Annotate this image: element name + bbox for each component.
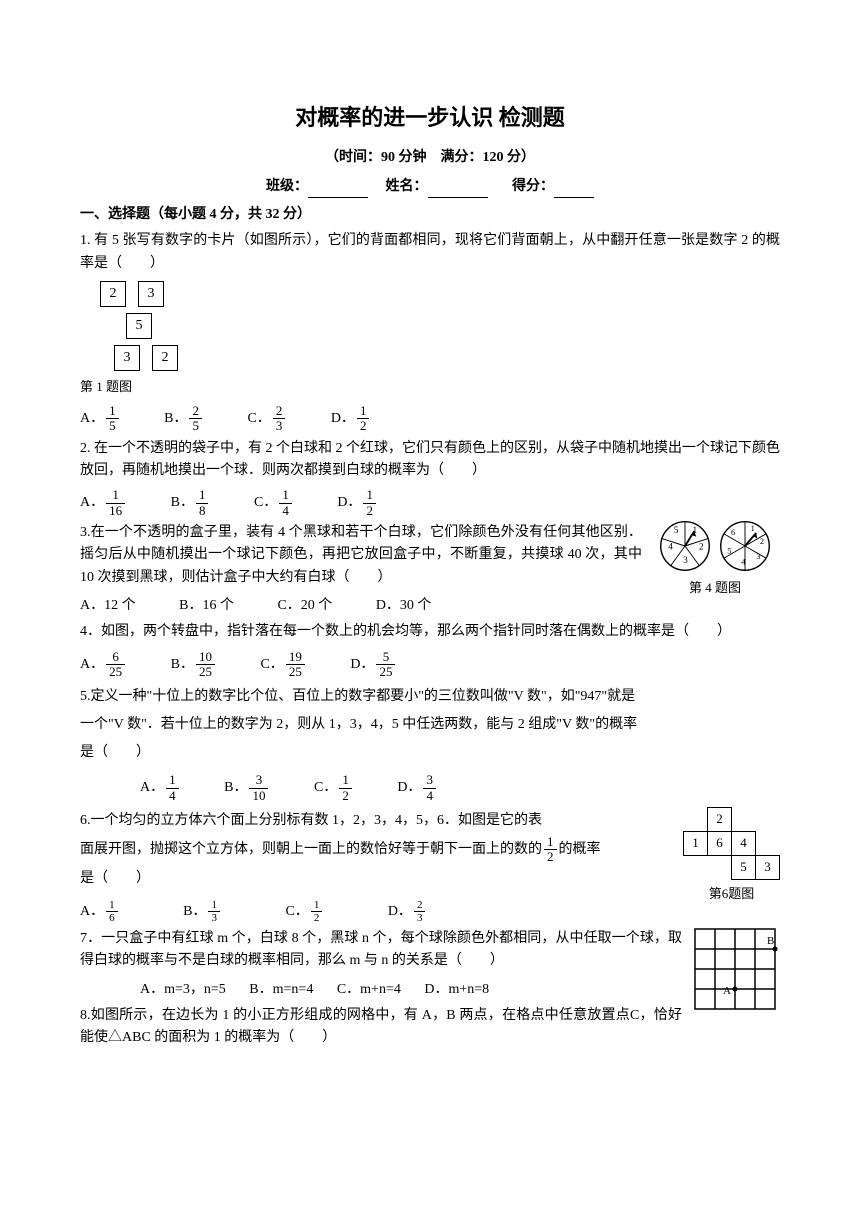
class-label: 班级：	[266, 179, 308, 194]
q2-opt-d[interactable]: D．12	[337, 488, 378, 518]
q6-opt-d[interactable]: D．23	[388, 899, 428, 924]
question-5: 5.定义一种"十位上的数字比个位、百位上的数字都要小"的三位数叫做"V 数"，如…	[80, 683, 780, 767]
card: 5	[126, 313, 152, 339]
q5-opt-a[interactable]: A．14	[140, 773, 181, 803]
question-2: 2. 在一个不透明的袋子中，有 2 个白球和 2 个红球，它们只有颜色上的区别，…	[80, 438, 780, 483]
q3-opt-d[interactable]: D．30 个	[376, 595, 432, 617]
q7-opt-a[interactable]: A．m=3，n=5	[140, 979, 226, 1001]
q3-opt-b[interactable]: B．16 个	[179, 595, 234, 617]
q1-text: 1. 有 5 张写有数字的卡片（如图所示），它们的背面都相同，现将它们背面朝上，…	[80, 233, 780, 270]
exam-meta: （时间：90 分钟 满分：120 分）	[80, 147, 780, 169]
svg-text:4: 4	[668, 543, 673, 553]
q1-opt-d[interactable]: D．12	[331, 404, 372, 434]
q4-opt-d[interactable]: D．525	[350, 650, 397, 680]
q4-opt-a[interactable]: A．625	[80, 650, 127, 680]
q6-opt-a[interactable]: A．16	[80, 899, 120, 924]
question-8: 8.如图所示，在边长为 1 的小正方形组成的网格中，有 A，B 两点，在格点中任…	[80, 1005, 780, 1050]
q4-figure: 1 2 3 4 5 1 2 3 4 5 6 第 4 题图	[650, 518, 780, 599]
spinner-right: 1 2 3 4 5 6	[717, 518, 773, 574]
svg-text:2: 2	[699, 543, 704, 553]
q1-opt-b[interactable]: B．25	[164, 404, 204, 434]
q3-opt-c[interactable]: C．20 个	[277, 595, 332, 617]
q5-opt-d[interactable]: D．34	[397, 773, 438, 803]
name-label: 姓名：	[386, 179, 428, 194]
svg-text:3: 3	[683, 556, 688, 566]
student-info: 班级： 姓名： 得分：	[80, 176, 780, 198]
card: 2	[100, 281, 126, 307]
q3-opt-a[interactable]: A．12 个	[80, 595, 136, 617]
q6-opt-c[interactable]: C．12	[285, 899, 324, 924]
q5-opt-b[interactable]: B．310	[224, 773, 270, 803]
point-b-label: B	[767, 935, 774, 947]
point-a-label: A	[723, 985, 731, 997]
q4-opt-c[interactable]: C．1925	[260, 650, 306, 680]
q6-opt-b[interactable]: B．13	[183, 899, 222, 924]
q2-options: A．116 B．18 C．14 D．12	[80, 488, 780, 518]
question-7: 7．一只盒子中有红球 m 个，白球 8 个，黑球 n 个，每个球除颜色外都相同，…	[80, 928, 780, 973]
card: 3	[138, 281, 164, 307]
q2-opt-a[interactable]: A．116	[80, 488, 127, 518]
svg-text:4: 4	[741, 558, 746, 567]
name-blank[interactable]	[428, 182, 488, 198]
q1-opt-a[interactable]: A．15	[80, 404, 121, 434]
spinner-left: 1 2 3 4 5	[657, 518, 713, 574]
question-1: 1. 有 5 张写有数字的卡片（如图所示），它们的背面都相同，现将它们背面朝上，…	[80, 230, 780, 275]
q8-figure: A B	[690, 924, 780, 1014]
question-4: 4．如图，两个转盘中，指针落在每一个数上的机会均等，那么两个指针同时落在偶数上的…	[80, 621, 780, 643]
q1-figure: 2 3 5 3 2	[100, 281, 780, 371]
q6-fig-label: 第6题图	[683, 884, 780, 905]
svg-text:1: 1	[751, 524, 755, 533]
question-3: 3.在一个不透明的盒子里，装有 4 个黑球和若干个白球，它们除颜色外没有任何其他…	[80, 522, 642, 589]
q6-figure: 2 164 53 第6题图	[683, 807, 780, 905]
class-blank[interactable]	[308, 182, 368, 198]
q6-options: A．16 B．13 C．12 D．23	[80, 899, 780, 924]
score-label: 得分：	[512, 179, 554, 194]
q7-options: A．m=3，n=5 B．m=n=4 C．m+n=4 D．m+n=8	[140, 979, 780, 1001]
card: 2	[152, 345, 178, 371]
page-title: 对概率的进一步认识 检测题	[80, 100, 780, 135]
svg-text:6: 6	[731, 528, 735, 537]
q4-fig-label: 第 4 题图	[650, 578, 780, 599]
question-6: 6.一个均匀的立方体六个面上分别标有数 1，2，3，4，5，6．如图是它的表 面…	[80, 807, 780, 893]
score-blank[interactable]	[554, 182, 594, 198]
section-1-header: 一、选择题（每小题 4 分，共 32 分）	[80, 204, 780, 226]
q5-opt-c[interactable]: C．12	[314, 773, 354, 803]
card: 3	[114, 345, 140, 371]
svg-text:5: 5	[674, 526, 679, 536]
q4-options: A．625 B．1025 C．1925 D．525	[80, 650, 780, 680]
q1-opt-c[interactable]: C．23	[247, 404, 287, 434]
q2-opt-c[interactable]: C．14	[254, 488, 294, 518]
q5-options: A．14 B．310 C．12 D．34	[140, 773, 780, 803]
q4-opt-b[interactable]: B．1025	[171, 650, 217, 680]
q1-fig-label: 第 1 题图	[80, 377, 780, 398]
q1-options: A．15 B．25 C．23 D．12	[80, 404, 780, 434]
q7-opt-d[interactable]: D．m+n=8	[424, 979, 489, 1001]
q7-opt-c[interactable]: C．m+n=4	[337, 979, 401, 1001]
svg-text:3: 3	[756, 552, 760, 561]
q7-opt-b[interactable]: B．m=n=4	[249, 979, 313, 1001]
svg-text:5: 5	[727, 546, 731, 555]
q2-opt-b[interactable]: B．18	[171, 488, 211, 518]
svg-text:2: 2	[760, 537, 764, 546]
